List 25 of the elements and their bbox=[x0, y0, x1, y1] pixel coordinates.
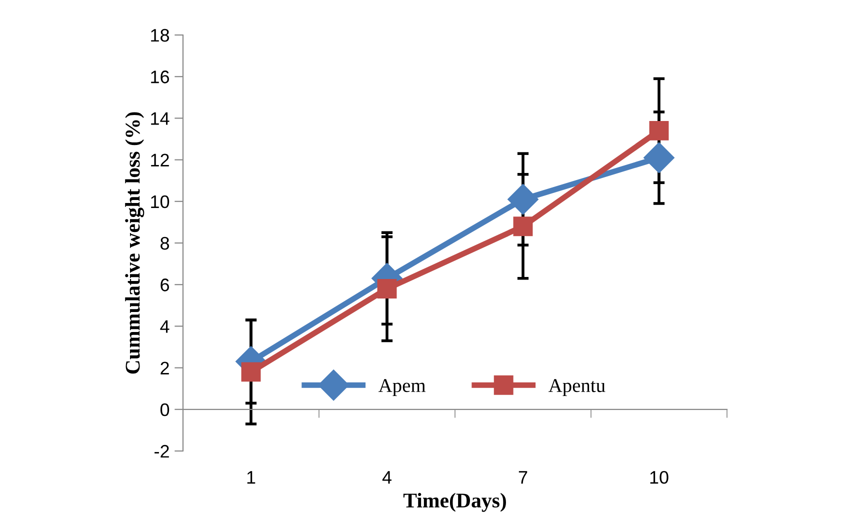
y-tick-label: 8 bbox=[160, 236, 170, 250]
y-axis-title: Cummulative weight loss (%) bbox=[125, 112, 144, 374]
x-axis-title: Time(Days) bbox=[403, 492, 506, 512]
y-tick-label: 14 bbox=[151, 112, 170, 125]
point bbox=[241, 362, 261, 382]
point bbox=[508, 184, 538, 215]
point bbox=[644, 142, 674, 174]
y-tick-label: -2 bbox=[154, 444, 169, 458]
point bbox=[377, 279, 397, 298]
point bbox=[513, 216, 533, 236]
y-tick-label: 4 bbox=[160, 320, 170, 333]
y-tick-label: 0 bbox=[160, 403, 170, 416]
x-tick-label: 4 bbox=[382, 471, 392, 484]
y-tick-label: 10 bbox=[151, 195, 170, 208]
y-tick-label: 6 bbox=[160, 278, 170, 292]
x-tick-label: 7 bbox=[518, 471, 528, 484]
y-tick-label: 18 bbox=[151, 28, 170, 42]
legend-label: Apem bbox=[378, 379, 426, 396]
point bbox=[649, 120, 669, 140]
y-tick-label: 2 bbox=[160, 362, 169, 374]
legend-label: Apentu bbox=[548, 379, 606, 396]
x-tick-label: 10 bbox=[650, 470, 668, 484]
y-tick-label: 16 bbox=[151, 70, 170, 84]
x-tick-label: 1 bbox=[247, 471, 256, 484]
y-tick-label: 12 bbox=[151, 154, 169, 166]
